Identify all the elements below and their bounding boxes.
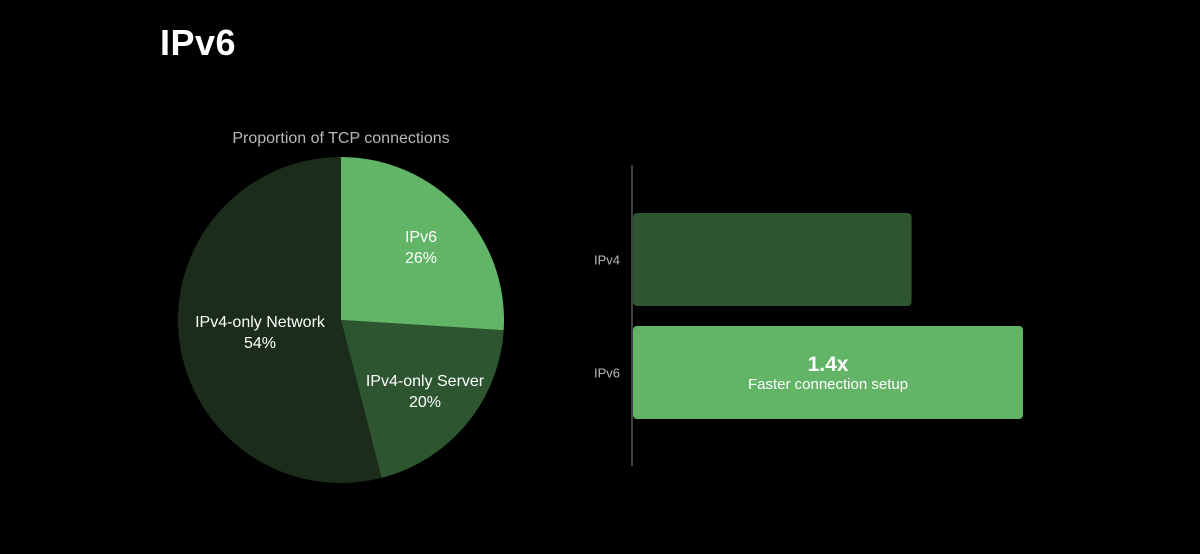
pie-slice-ipv4-only-server bbox=[341, 320, 504, 478]
bar-annotation-value: 1.4x bbox=[808, 353, 849, 376]
bar-ipv6 bbox=[633, 326, 1023, 419]
pie-slice-ipv4-only-network bbox=[177, 157, 382, 484]
bar-category-label-ipv6: IPv6 bbox=[594, 366, 620, 381]
pie-value-ipv6: 26% bbox=[405, 250, 437, 267]
pie-value-ipv4-only-network: 54% bbox=[244, 335, 276, 352]
page-title: IPv6 bbox=[160, 22, 237, 63]
pie-label-ipv6: IPv6 bbox=[405, 229, 437, 246]
pie-label-ipv4-only-server: IPv4-only Server bbox=[366, 373, 485, 390]
pie-slice-ipv6 bbox=[341, 157, 504, 331]
bar-ipv4 bbox=[633, 213, 912, 306]
pie-label-ipv4-only-network: IPv4-only Network bbox=[195, 314, 326, 331]
pie-chart: IPv6 26% IPv4-only Server 20% IPv4-only Netw… bbox=[177, 157, 504, 484]
pie-chart-title: Proportion of TCP connections bbox=[232, 130, 450, 147]
bar-category-label-ipv4: IPv4 bbox=[594, 253, 620, 268]
pie-value-ipv4-only-server: 20% bbox=[409, 394, 441, 411]
bar-annotation-subtext: Faster connection setup bbox=[748, 376, 908, 393]
